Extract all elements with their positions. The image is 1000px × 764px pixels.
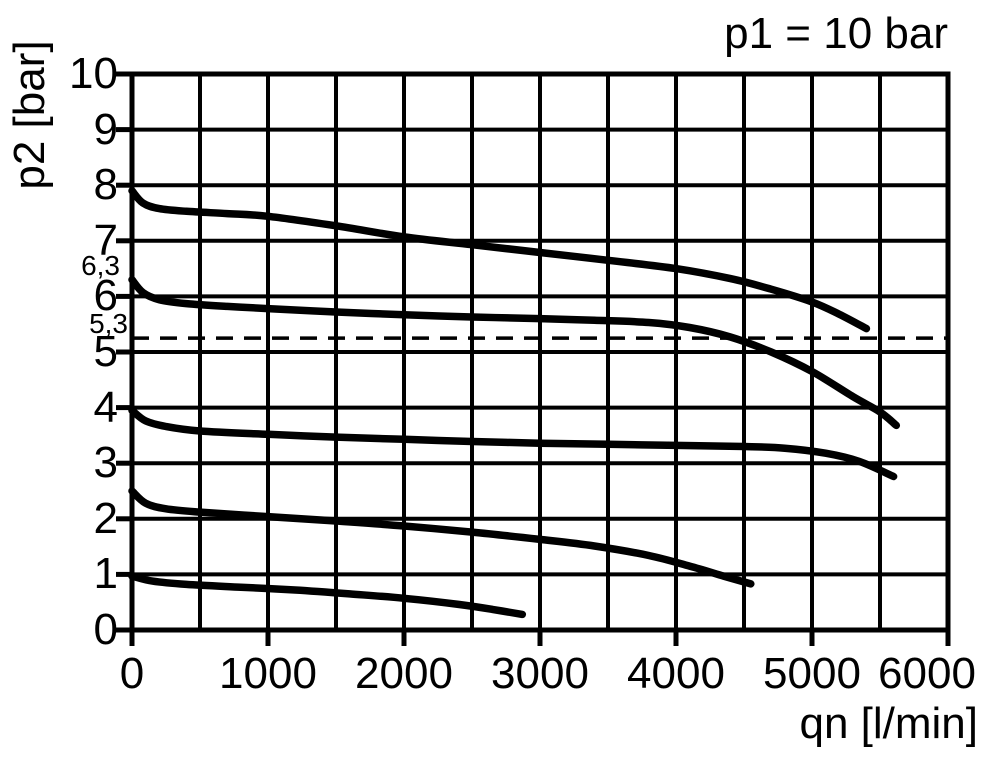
x-axis-title: qn [l/min] [799,699,978,748]
axis-ticks [116,71,951,646]
ytick-label-3: 3 [93,438,118,488]
ytick-label-7: 7 [93,215,118,265]
ytick-label-4: 4 [93,382,118,432]
y-annotation-6-3: 6,3 [81,250,120,281]
curve-1-highest [128,187,871,333]
chart-condition-label: p1 = 10 bar [724,9,948,58]
curve-3 [128,406,898,481]
curve-4 [128,487,755,588]
xtick-label-2000: 2000 [355,649,453,698]
xtick-label-6000: 6000 [878,649,976,698]
ytick-label-6: 6 [93,271,118,321]
ytick-label-10: 10 [69,49,118,98]
xtick-label-5000: 5000 [763,649,861,698]
ytick-label-9: 9 [93,104,118,154]
xtick-label-4000: 4000 [627,649,725,698]
ytick-label-5: 5 [93,327,118,376]
ytick-label-8: 8 [93,160,118,210]
curve-5-lowest [128,572,527,619]
curve-2 [128,275,901,430]
ytick-label-1: 1 [93,549,118,599]
ytick-label-0: 0 [93,605,118,654]
xtick-label-0: 0 [119,649,145,698]
y-annotation-5-3: 5,3 [89,308,128,339]
ytick-label-2: 2 [93,493,118,543]
xtick-label-3000: 3000 [491,649,589,698]
grid [132,74,948,630]
xtick-label-1000: 1000 [219,649,317,698]
